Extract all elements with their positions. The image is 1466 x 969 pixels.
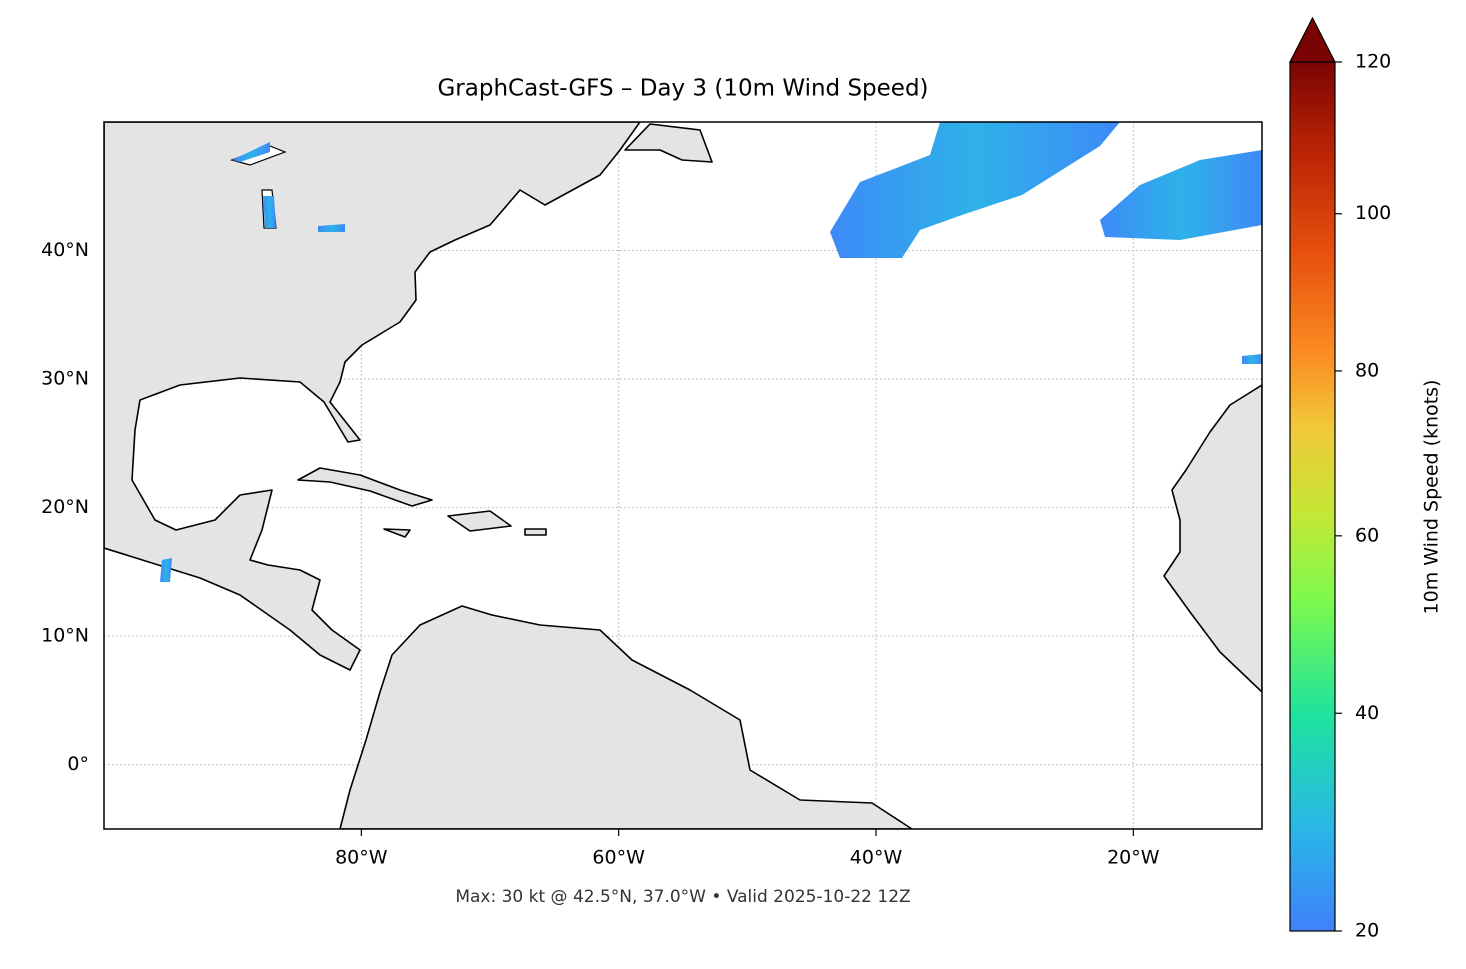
colorbar-tick-label: 100 bbox=[1355, 202, 1391, 224]
puerto-rico bbox=[524, 528, 547, 536]
map-layers bbox=[104, 122, 1262, 829]
x-tick-label: 40°W bbox=[850, 847, 903, 869]
wind-area bbox=[830, 122, 1120, 258]
y-tick-label: 10°N bbox=[41, 625, 89, 647]
colorbar-label: 10m Wind Speed (knots) bbox=[1421, 380, 1443, 615]
hispaniola bbox=[447, 510, 512, 532]
x-tick-label: 20°W bbox=[1107, 847, 1160, 869]
y-tick-label: 40°N bbox=[41, 239, 89, 261]
colorbar-tick-label: 80 bbox=[1355, 359, 1379, 381]
y-tick-label: 20°N bbox=[41, 496, 89, 518]
footnote: Max: 30 kt @ 42.5°N, 37.0°W • Valid 2025… bbox=[455, 887, 910, 907]
north-america bbox=[104, 122, 641, 671]
wind-area bbox=[160, 558, 172, 582]
wind-area bbox=[263, 196, 276, 228]
x-tick-label: 80°W bbox=[335, 847, 388, 869]
colorbar-tick-label: 60 bbox=[1355, 524, 1379, 546]
y-tick-label: 30°N bbox=[41, 368, 89, 390]
wind-area bbox=[232, 142, 270, 162]
map-frame bbox=[103, 121, 1263, 830]
colorbar-tick-label: 120 bbox=[1355, 51, 1391, 73]
cuba bbox=[297, 467, 433, 507]
wind-area bbox=[1100, 150, 1262, 240]
africa bbox=[1163, 384, 1262, 693]
newfoundland bbox=[624, 123, 713, 163]
colorbar-tick-label: 20 bbox=[1355, 920, 1379, 942]
x-tick-label: 60°W bbox=[592, 847, 645, 869]
jamaica bbox=[383, 528, 411, 538]
colorbar bbox=[1289, 61, 1336, 932]
wind-area bbox=[318, 224, 345, 232]
colorbar-extension bbox=[1289, 16, 1336, 63]
colorbar-tick-label: 40 bbox=[1355, 702, 1379, 724]
y-tick-label: 0° bbox=[67, 753, 89, 775]
south-america bbox=[339, 605, 913, 829]
wind-area bbox=[1242, 354, 1262, 364]
chart-title: GraphCast-GFS – Day 3 (10m Wind Speed) bbox=[437, 76, 928, 102]
